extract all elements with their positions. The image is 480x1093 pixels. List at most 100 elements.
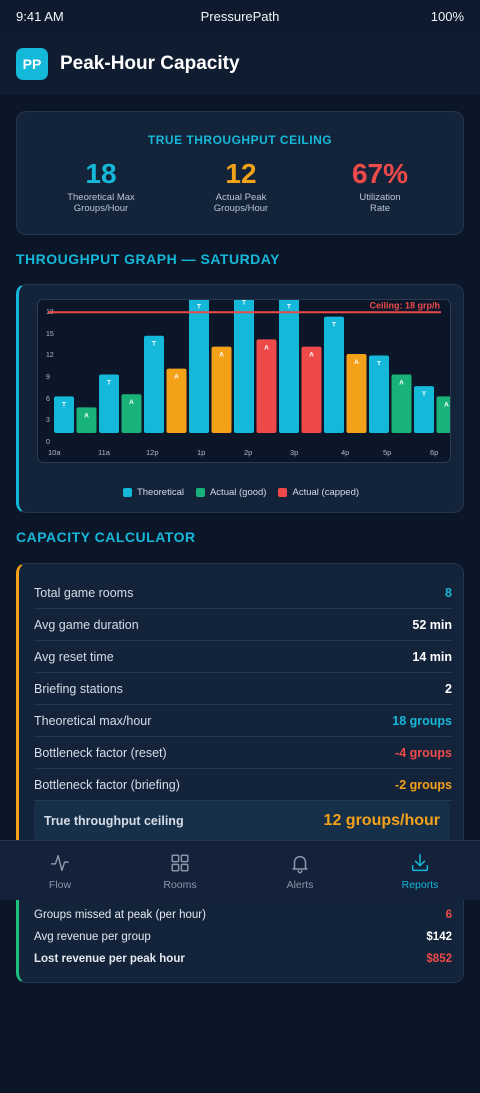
calc-row-value: -2 groups: [395, 777, 452, 792]
x-tick-label: 11a: [98, 448, 111, 457]
chart-bar-capped: [301, 346, 322, 433]
bar-label: A: [84, 412, 89, 419]
stat-label: Actual Peak Groups/Hour: [166, 192, 316, 214]
stat-label-line: Utilization: [359, 192, 401, 203]
calc-row: Bottleneck factor (reset) -4 groups: [34, 737, 452, 769]
throughput-graph-card: 0369121518TATATATATATATATATACeiling: 18 …: [16, 284, 464, 513]
calc-total-value: 12 groups/hour: [323, 812, 440, 829]
y-tick-label: 12: [46, 352, 54, 359]
x-tick-label: 4p: [341, 448, 349, 457]
page-title: Peak-Hour Capacity: [60, 52, 240, 74]
stat-theoretical-max: 18 Theoretical Max Groups/Hour: [26, 158, 176, 214]
chart-bar-theoretical: [369, 355, 389, 433]
tab-label: Flow: [48, 879, 72, 891]
bar-label: A: [129, 399, 134, 406]
calc-row: Briefing stations 2: [34, 673, 452, 705]
revenue-row: Lost revenue per peak hour $852: [34, 949, 452, 969]
throughput-ceiling-card: TRUE THROUGHPUT CEILING 18 Theoretical M…: [16, 111, 464, 235]
chart-bar-peak: [211, 346, 232, 433]
tab-flow[interactable]: Flow: [0, 841, 120, 901]
app-logo: PP: [16, 47, 48, 80]
tab-alerts[interactable]: Alerts: [240, 841, 360, 901]
bar-label: T: [197, 303, 201, 310]
bar-label: T: [287, 303, 291, 310]
chart-bar-theoretical: [279, 300, 299, 433]
status-app-name: PressurePath: [200, 8, 280, 24]
calc-row-value: 8: [445, 585, 452, 600]
calc-row-label: Bottleneck factor (reset): [34, 745, 167, 760]
revenue-row-value: $852: [426, 953, 452, 965]
stat-label-line: Groups/Hour: [73, 203, 129, 214]
revenue-row: Avg revenue per group $142: [34, 927, 452, 947]
y-tick-label: 9: [46, 374, 50, 381]
bar-label: T: [422, 391, 426, 398]
bar-label: T: [107, 379, 111, 386]
calc-row-value: 2: [445, 681, 452, 696]
y-tick-label: 0: [46, 439, 50, 446]
x-tick-label: 5p: [383, 448, 391, 457]
bar-label: T: [242, 300, 246, 307]
calc-row-value: 14 min: [412, 649, 452, 664]
tab-label: Alerts: [286, 879, 314, 891]
true-throughput-ceiling-row: True throughput ceiling 12 groups/hour: [34, 801, 450, 841]
revenue-row-label: Avg revenue per group: [34, 931, 151, 943]
chart-bar-theoretical: [189, 300, 209, 433]
legend-item: Actual (capped): [278, 487, 359, 498]
x-tick-label: 12p: [146, 448, 159, 457]
status-battery: 100%: [430, 8, 464, 24]
stat-label-line: Groups/Hour: [213, 203, 269, 214]
bar-label: A: [174, 374, 179, 381]
throughput-chart-svg: 0369121518TATATATATATATATATACeiling: 18 …: [46, 300, 450, 457]
calculator-section-title: CAPACITY CALCULATOR: [16, 529, 196, 545]
revenue-row: Groups missed at peak (per hour) 6: [34, 905, 452, 925]
calc-row: Total game rooms 8: [34, 577, 452, 609]
bar-label: A: [399, 379, 404, 386]
legend-label: Actual (good): [209, 487, 267, 498]
stat-value: 18: [85, 158, 117, 189]
x-tick-label: 6p: [430, 448, 438, 457]
y-tick-label: 15: [46, 331, 54, 338]
chart-bar-theoretical: [414, 386, 434, 433]
chart-bar-theoretical: [54, 396, 74, 433]
stat-label-line: Theoretical Max: [67, 192, 135, 203]
stat-label: Utilization Rate: [305, 192, 455, 214]
calc-row-label: Bottleneck factor (briefing): [34, 777, 180, 792]
revenue-row-value: $142: [426, 931, 452, 943]
chart-bar-theoretical: [144, 335, 164, 433]
ceiling-label: Ceiling: 18 grp/h: [369, 300, 440, 310]
stat-value: 67%: [351, 158, 409, 189]
bottom-tab-bar: Flow Rooms Alerts Reports: [0, 840, 480, 900]
tab-rooms[interactable]: Rooms: [120, 841, 240, 901]
ceiling-card-title: TRUE THROUGHPUT CEILING: [147, 133, 333, 147]
stat-value: 12: [225, 158, 257, 189]
calc-row: Avg game duration 52 min: [34, 609, 452, 641]
chart-bar-capped: [256, 339, 277, 433]
chart-bar-peak: [166, 368, 187, 433]
stat-label: Theoretical Max Groups/Hour: [26, 192, 176, 214]
legend-label: Actual (capped): [292, 487, 360, 498]
revenue-row-label: Lost revenue per peak hour: [34, 953, 185, 965]
stat-utilization-rate: 67% Utilization Rate: [305, 158, 455, 214]
legend-item: Actual (good): [195, 487, 267, 498]
pulse-icon: [51, 854, 69, 872]
bar-label: A: [444, 401, 449, 408]
calc-row-label: Theoretical max/hour: [34, 713, 152, 728]
bar-label: T: [377, 360, 381, 367]
calc-row-value: 18 groups: [392, 713, 452, 728]
graph-section-title: THROUGHPUT GRAPH — SATURDAY: [16, 251, 280, 267]
status-bar: 9:41 AM PressurePath 100%: [0, 0, 480, 32]
tab-reports[interactable]: Reports: [360, 841, 480, 901]
y-tick-label: 6: [46, 396, 50, 403]
app-header: PP Peak-Hour Capacity: [0, 32, 480, 95]
calc-row-value: 52 min: [412, 617, 452, 632]
revenue-row-value: 6: [445, 909, 452, 921]
calc-row-value: -4 groups: [395, 745, 452, 760]
revenue-row-label: Groups missed at peak (per hour): [34, 909, 206, 921]
chart-bar-good: [76, 407, 97, 433]
bar-label: T: [332, 322, 336, 329]
bell-icon: [292, 855, 308, 874]
chart-bar-theoretical: [99, 374, 119, 433]
bar-label: A: [354, 359, 359, 366]
calc-row-label: Avg game duration: [34, 617, 139, 632]
